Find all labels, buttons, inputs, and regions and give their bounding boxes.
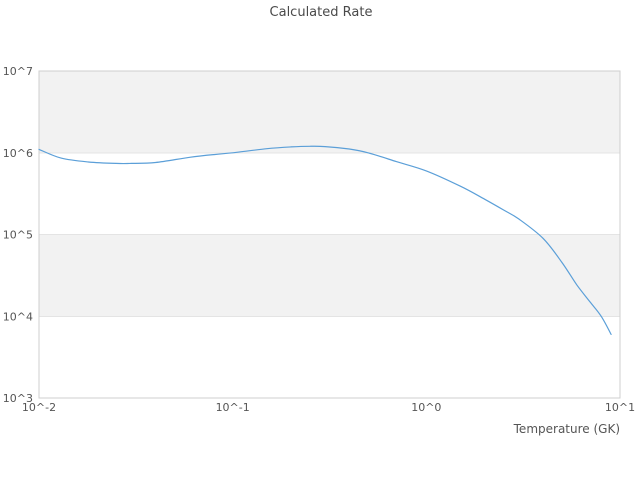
plot-gridlines — [39, 152, 620, 317]
y-tick-label: 10^6 — [3, 147, 33, 160]
y-axis-tick-labels: 10^7 10^6 10^5 10^4 10^3 — [3, 65, 33, 405]
x-axis-title: Temperature (GK) — [513, 422, 620, 436]
y-tick-label: 10^5 — [3, 229, 33, 242]
x-tick-label: 10^0 — [411, 401, 441, 414]
plot-border — [38, 70, 621, 399]
y-tick-label: 10^7 — [3, 65, 33, 78]
y-tick-label: 10^3 — [3, 392, 33, 405]
chart-title: Calculated Rate — [270, 5, 373, 20]
x-tick-label: 10^-2 — [22, 401, 56, 414]
x-axis-tick-labels: 10^-2 10^-1 10^0 10^1 — [22, 401, 635, 414]
x-tick-label: 10^1 — [605, 401, 635, 414]
y-tick-label: 10^4 — [3, 310, 33, 323]
rate-line-series — [38, 145, 612, 335]
plot-bands — [39, 71, 620, 317]
log-decade-band — [39, 234, 620, 317]
log-decade-band — [39, 71, 620, 153]
x-tick-label: 10^-1 — [216, 401, 250, 414]
